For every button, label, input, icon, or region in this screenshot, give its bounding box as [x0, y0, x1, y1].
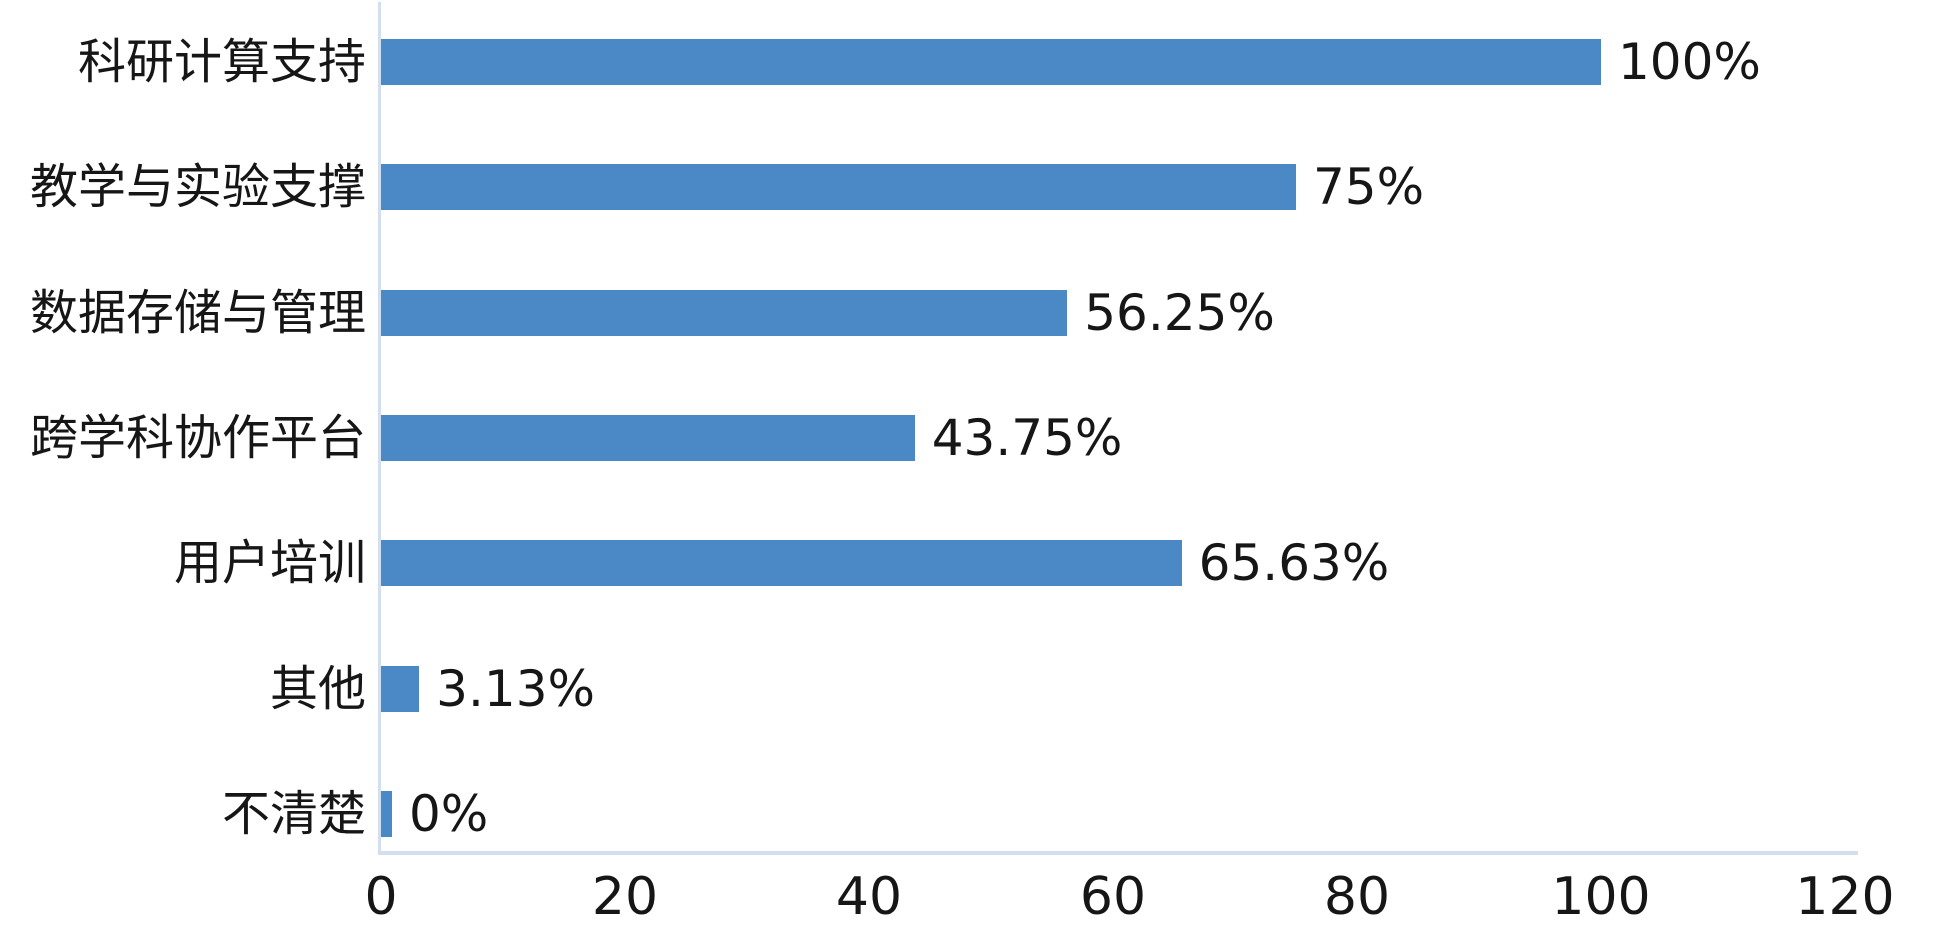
x-tick-label: 60: [1079, 867, 1147, 927]
category-label: 用户培训: [173, 535, 366, 592]
value-label: 3.13%: [436, 659, 596, 718]
category-label: 科研计算支持: [77, 34, 366, 90]
bar: [381, 289, 1068, 336]
category-label: 不清楚: [221, 785, 366, 842]
x-tick-label: 20: [591, 867, 659, 927]
x-tick-label: 0: [364, 867, 398, 927]
bar: [381, 665, 420, 712]
category-label: 跨学科协作平台: [29, 409, 366, 466]
value-label: 56.25%: [1084, 283, 1275, 342]
y-axis-line: [378, 2, 381, 855]
value-label: 65.63%: [1198, 534, 1390, 593]
bar: [381, 39, 1601, 85]
x-tick-label: 80: [1323, 867, 1391, 927]
x-tick-label: 100: [1551, 867, 1651, 927]
category-label: 数据存储与管理: [29, 284, 366, 341]
bar: [381, 540, 1182, 587]
x-tick-label: 40: [835, 867, 903, 927]
value-label: 43.75%: [931, 408, 1123, 467]
value-label: 0%: [409, 784, 489, 843]
value-label: 100%: [1618, 33, 1761, 91]
x-tick-label: 120: [1795, 867, 1895, 927]
x-axis-line: [378, 851, 1858, 855]
bar: [381, 790, 392, 837]
category-label: 教学与实验支撑: [29, 159, 366, 216]
category-label: 其他: [269, 660, 366, 717]
bar: [381, 414, 915, 461]
bar: [381, 164, 1296, 211]
value-label: 75%: [1313, 158, 1425, 217]
